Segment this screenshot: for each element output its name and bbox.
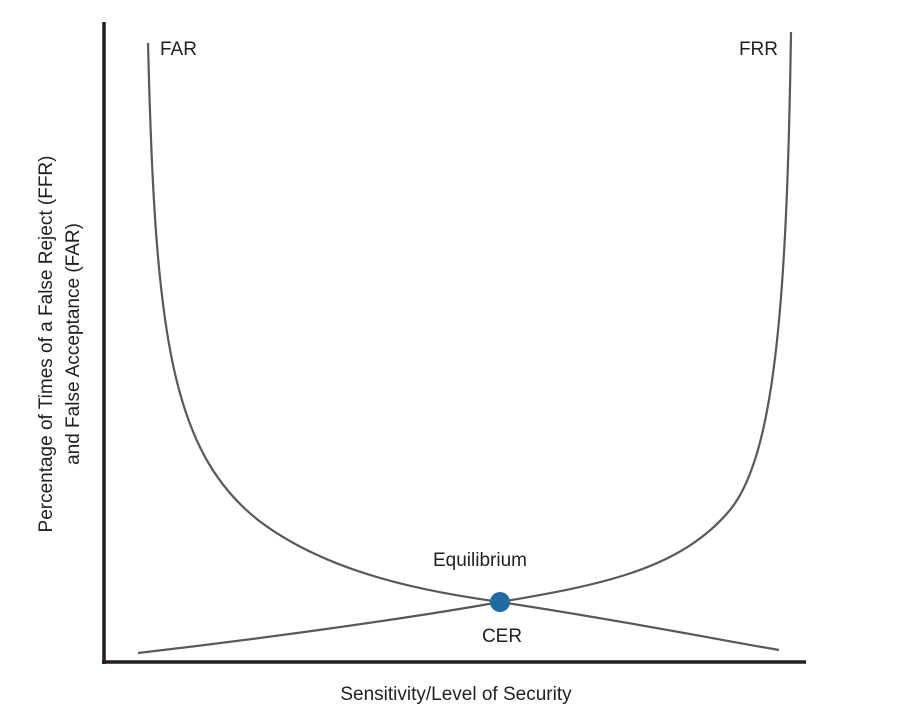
x-axis-label: Sensitivity/Level of Security [340,684,572,705]
cer-annotation: CER [482,626,522,647]
frr-curve [137,31,793,655]
cer-point [490,592,510,612]
frr-series-label: FRR [739,39,778,60]
y-axis-label-line-1: Percentage of Times of a False Reject (F… [36,156,57,533]
far-series-label: FAR [160,39,197,60]
equilibrium-annotation: Equilibrium [433,550,527,571]
far-curve [146,42,780,652]
y-axis-label-line-2: and False Acceptance (FAR) [63,223,84,465]
